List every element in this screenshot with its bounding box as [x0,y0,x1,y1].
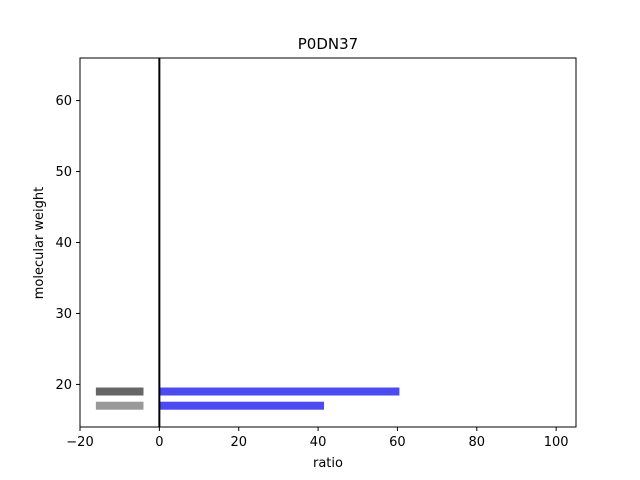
x-tick-label: 60 [389,435,406,450]
bar-2 [95,387,144,396]
bar-3 [95,401,144,410]
plot-frame [79,57,577,428]
x-tick-label: 80 [469,435,486,450]
x-tick-label: −20 [66,435,93,450]
chart-title: P0DN37 [298,35,358,53]
x-tick-label: 100 [544,435,569,450]
plot-bars [95,387,400,410]
x-tick-label: 40 [310,435,327,450]
x-tick-label: 0 [155,435,163,450]
y-tick-label: 50 [55,165,72,180]
x-tick-label: 20 [230,435,247,450]
y-tick-label: 40 [55,236,72,251]
x-axis-ticks: −20 0 20 40 60 80 100 [66,427,569,450]
bar-1 [159,401,325,410]
y-tick-label: 30 [55,307,72,322]
y-axis-label: molecular weight [32,187,47,300]
y-tick-label: 20 [55,378,72,393]
x-axis-label: ratio [313,456,343,471]
y-tick-label: 60 [55,94,72,109]
y-axis-ticks: 20 30 40 50 60 [55,94,80,393]
bar-0 [159,387,400,396]
